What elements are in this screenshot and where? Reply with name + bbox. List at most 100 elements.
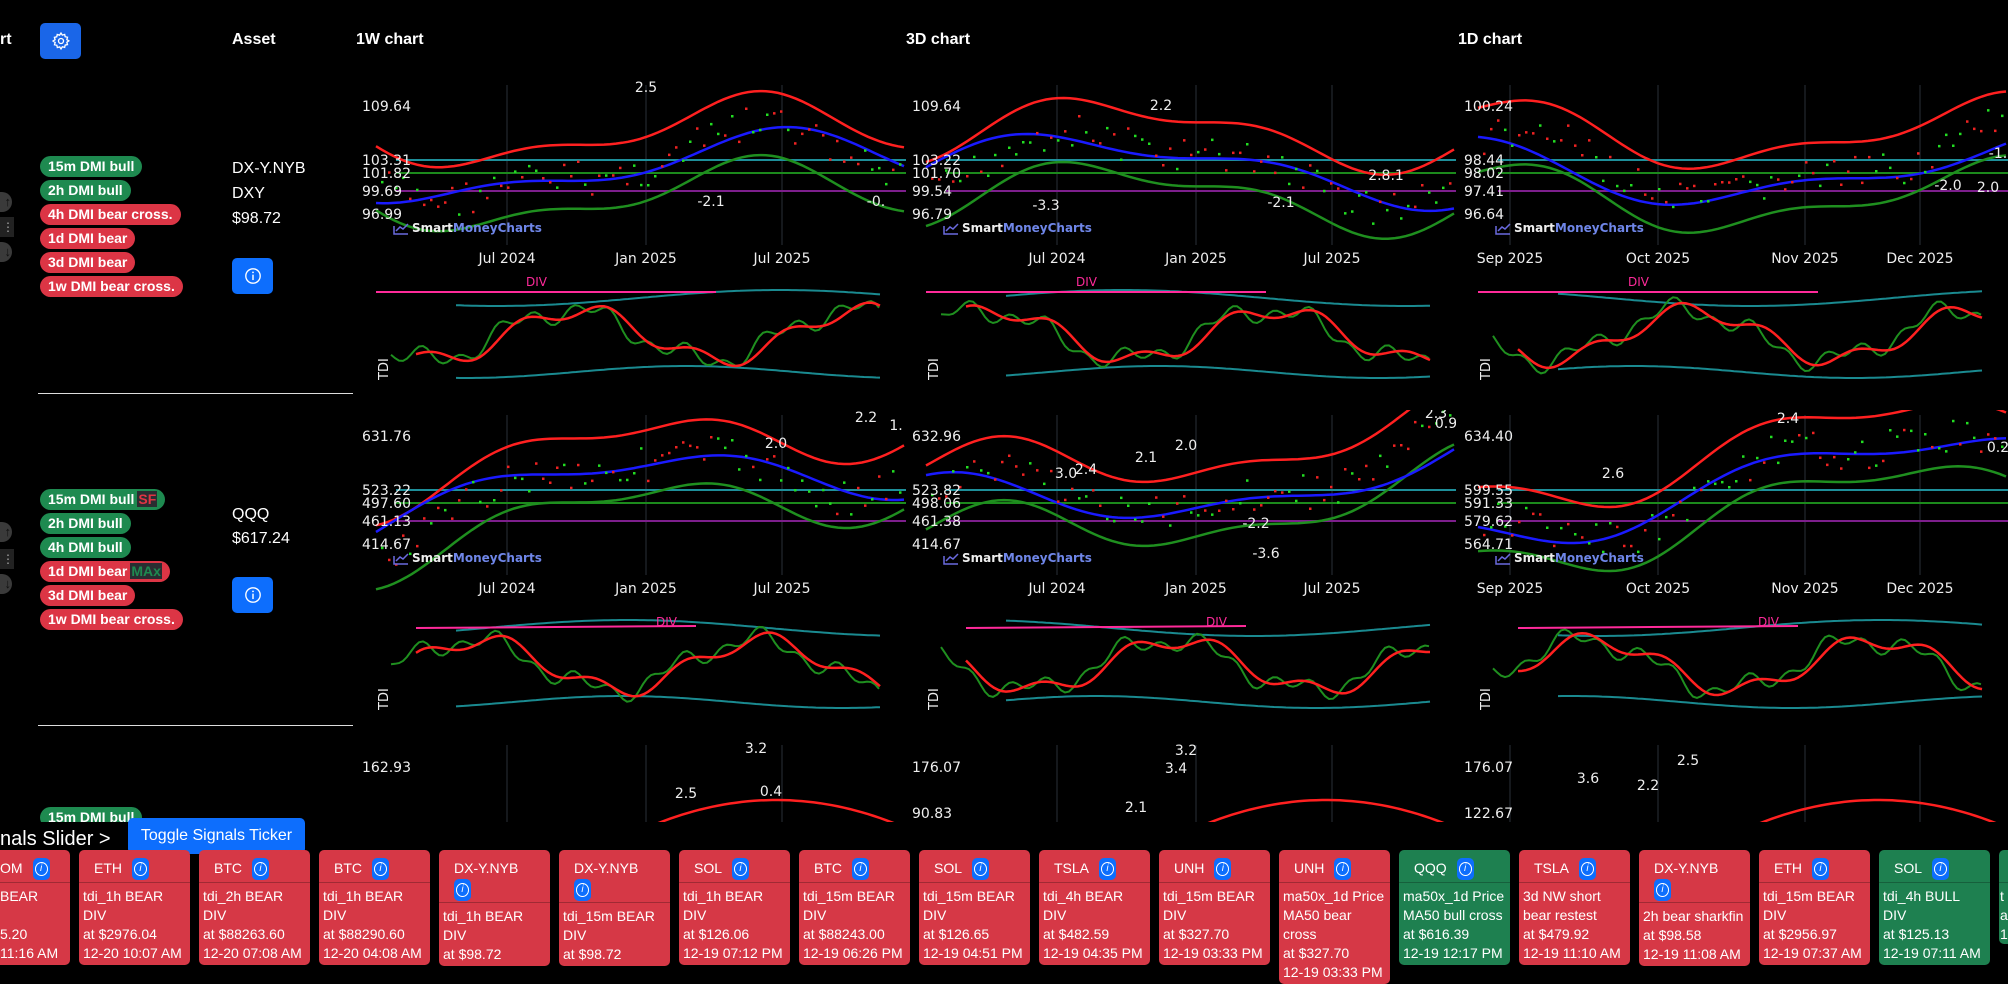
3d-chart-panel[interactable]: 109.64 103.22 101.70 99.54 96.79 2.2 -3.3 -2.1 2… [906, 80, 1456, 410]
price-dot [1323, 189, 1326, 193]
3d-chart-panel[interactable]: 176.07 90.83 3.2 3.4 2.1 [906, 740, 1456, 822]
signal-description: DIV [1763, 907, 1787, 923]
price-dot [1931, 166, 1934, 169]
tdi-signal-line [965, 638, 1430, 695]
signal-description: DIV [683, 907, 707, 923]
signal-card[interactable]: DX-Y.NYB 2h bear sharkfin at $98.58 12-19 1… [1639, 850, 1750, 966]
price-dot [535, 169, 538, 172]
signal-card[interactable]: SOL tdi_4h BULL DIV at $125.13 12-19 07:11 … [1879, 850, 1990, 965]
info-icon[interactable] [32, 858, 50, 881]
move-row-down-button[interactable]: ↓ [0, 242, 12, 262]
asset-info-button[interactable] [232, 258, 273, 294]
price-dot [766, 113, 769, 116]
info-icon[interactable] [1214, 858, 1232, 881]
signal-card[interactable]: QQQ ma50x_1d Price MA50 bull cross at $616.… [1399, 850, 1510, 965]
price-dot [1560, 139, 1563, 142]
info-icon[interactable] [972, 858, 990, 881]
1d-chart-panel[interactable]: 100.24 98.44 98.02 97.41 96.64 -2.0 2.0 -1. Smar… [1458, 80, 2008, 410]
signal-symbol: QQQ [1414, 860, 1447, 876]
price-dot [1896, 435, 1899, 438]
1d-chart-panel[interactable]: 634.40 599.55 591.33 579.62 564.71 2.4 2.6 0.2 S… [1458, 410, 2008, 740]
price-dot [1672, 514, 1675, 517]
info-icon[interactable] [372, 858, 389, 881]
price-dot [444, 508, 447, 512]
info-icon[interactable] [1456, 858, 1474, 881]
price-dot [738, 468, 741, 471]
move-row-up-button[interactable]: ↑ [0, 192, 12, 212]
signal-annotation: 3.6 [1577, 771, 1599, 787]
price-dot [850, 513, 853, 516]
price-dot [1036, 131, 1039, 135]
price-dot [1588, 542, 1591, 545]
signal-card[interactable]: BTC tdi_15m BEAR DIV at $88243.00 12-19 06:2… [799, 850, 910, 965]
price-dot [994, 478, 997, 481]
info-icon[interactable] [1334, 858, 1352, 881]
signal-card[interactable]: SOL tdi_1h BEAR DIV at $126.06 12-19 07:12 P… [679, 850, 790, 965]
signal-time: 12-19 07:37 AM [1763, 945, 1862, 961]
x-axis-label: Sep 2025 [1477, 581, 1543, 597]
price-dot [1511, 534, 1514, 537]
drag-handle-icon[interactable]: ⋮ [0, 549, 14, 569]
price-dot [1889, 166, 1892, 170]
info-icon[interactable] [1654, 879, 1671, 901]
signal-card[interactable]: UNH tdi_15m BEAR DIV at $327.70 12-19 03:33 … [1159, 850, 1270, 965]
signal-card[interactable]: UNH ma50x_1d Price MA50 bear cross at $327.… [1279, 850, 1390, 984]
price-dot [1966, 421, 1969, 425]
signal-card[interactable]: SOL tdi_15m BEAR DIV at $126.65 12-19 04:51 … [919, 850, 1030, 965]
info-icon[interactable] [732, 858, 750, 881]
3d-chart-panel[interactable]: 632.96 523.82 498.06 461.38 414.67 2.3 3.0 2.4 2… [906, 410, 1456, 740]
signal-card[interactable]: TSLA tdi_4h BEAR DIV at $482.59 12-19 04:35 … [1039, 850, 1150, 965]
1w-chart-panel[interactable]: 162.93 3.2 2.5 0.4 [356, 740, 906, 822]
settings-button[interactable] [40, 23, 81, 59]
x-axis-label: Jul 2024 [478, 251, 536, 267]
signal-card[interactable]: OM BEAR 5.20 11:16 AM [0, 850, 70, 965]
price-dot [1917, 152, 1920, 155]
price-dot [864, 149, 867, 152]
info-icon[interactable] [132, 858, 149, 881]
info-icon[interactable] [1579, 858, 1597, 881]
signal-annotation: 2.8.1 [1368, 168, 1404, 184]
info-icon[interactable] [1812, 858, 1829, 881]
signal-card[interactable]: DX-Y.NYB tdi_1h BEAR DIV at $98.72 [439, 850, 550, 966]
info-icon[interactable] [252, 858, 269, 881]
1w-chart-panel[interactable]: 631.76 523.22 497.60 461.13 414.67 2.2 2.0 1. Sm… [356, 410, 906, 740]
signal-card[interactable]: ETH tdi_15m BEAR DIV at $2956.97 12-19 07:37… [1759, 850, 1870, 965]
signal-card-header: UNH [1279, 850, 1390, 883]
signal-time: 12-19 03:33 PM [1163, 945, 1263, 961]
signals-slider-title[interactable]: nals Slider > [0, 828, 111, 850]
price-dot [1637, 168, 1640, 171]
1w-chart-panel[interactable]: 109.64 103.31 101.82 99.69 96.99 2.5 -2.1 -0. Sm… [356, 80, 906, 410]
info-icon[interactable] [852, 858, 869, 881]
info-icon[interactable] [1932, 858, 1950, 881]
signal-card[interactable]: ETH tdi_1h BEAR DIV at $2976.04 12-20 10:07 … [79, 850, 190, 965]
move-row-up-button[interactable]: ↑ [0, 522, 12, 542]
price-dot [1924, 433, 1927, 436]
y-axis-label: 97.41 [1464, 184, 1504, 200]
drag-handle-icon[interactable]: ⋮ [0, 217, 14, 237]
asset-info-button[interactable] [232, 577, 273, 613]
signal-card[interactable]: BTC tdi_1h BEAR DIV at $88290.60 12-20 04:08… [319, 850, 430, 965]
tdi-rsi-line [940, 299, 1430, 368]
price-dot [1309, 164, 1312, 167]
divergence-label: DIV [1628, 275, 1650, 289]
price-dot [1651, 197, 1654, 200]
price-dot [1029, 462, 1032, 465]
price-dot [1595, 523, 1598, 526]
signal-price: at $126.06 [683, 926, 750, 942]
1d-chart-panel[interactable]: 176.07 122.67 2.5 3.6 2.2 [1458, 740, 2008, 822]
x-axis-label: Jul 2024 [478, 581, 536, 597]
signal-card[interactable]: DX-Y.NYB tdi_15m BEAR DIV at $98.72 [559, 850, 670, 966]
y-axis-label: 101.82 [362, 166, 411, 182]
signal-card[interactable]: TSLA 3d NW short bear restest at $479.92 12-… [1519, 850, 1630, 965]
info-icon[interactable] [1099, 858, 1117, 881]
info-icon[interactable] [454, 879, 471, 901]
signal-description: DIV [203, 907, 227, 923]
move-row-down-button[interactable]: ↓ [0, 574, 12, 594]
info-icon[interactable] [574, 879, 591, 901]
price-dot [1022, 473, 1025, 476]
signal-card[interactable]: BTC tdi_2h BEAR DIV at $88263.60 12-20 07:08… [199, 850, 310, 965]
toggle-signals-ticker-button[interactable]: Toggle Signals Ticker [128, 818, 305, 854]
price-dot [1351, 472, 1354, 475]
y-axis-label: 98.02 [1464, 166, 1504, 182]
